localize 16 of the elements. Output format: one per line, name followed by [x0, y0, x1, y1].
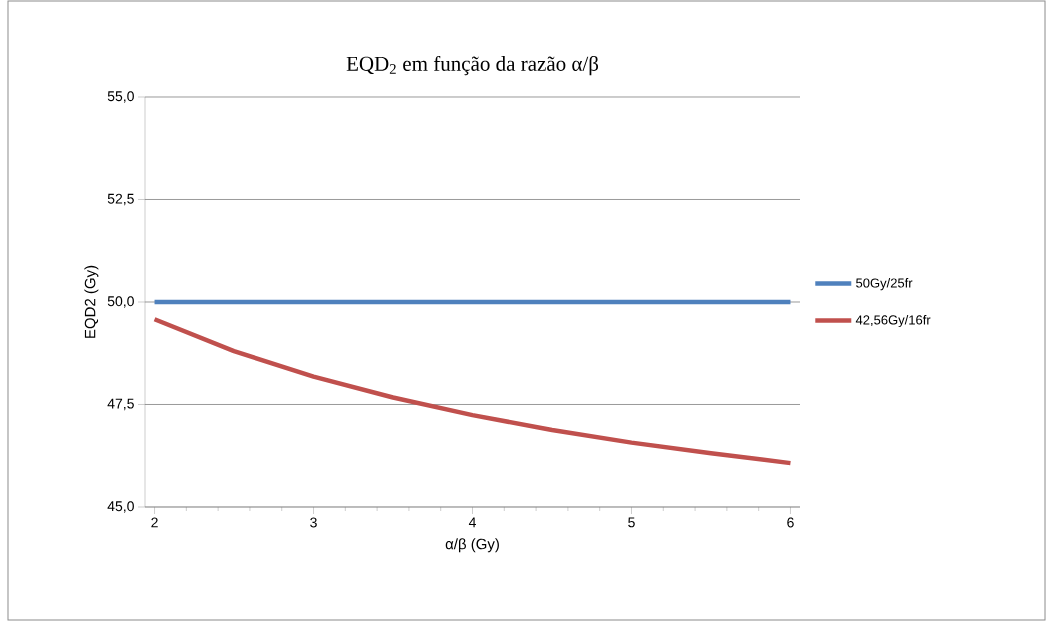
x-tick-label: 6 — [787, 517, 794, 528]
x-tick-label: 3 — [310, 517, 317, 528]
line-series — [152, 316, 793, 466]
y-tick-label: 55,0 — [107, 91, 134, 103]
x-tick-label: 5 — [628, 517, 635, 528]
y-axis-title: EQD2 (Gy) — [84, 265, 99, 338]
legend-label: 42,56Gy/16fr — [855, 314, 931, 328]
y-tick-label: 52,5 — [107, 193, 134, 206]
y-tick-label: 50,0 — [107, 296, 134, 308]
x-axis-title: α/β (Gy) — [445, 538, 499, 553]
y-tick-label: 47,5 — [107, 398, 134, 411]
x-tick-label: 4 — [468, 517, 476, 528]
chart-title: EQD$_{2}$ em função da razão α/β — [346, 55, 599, 76]
x-tick-label: 2 — [151, 517, 158, 528]
y-tick-label: 45,0 — [107, 501, 134, 513]
legend-label: 50Gy/25fr — [856, 278, 913, 291]
